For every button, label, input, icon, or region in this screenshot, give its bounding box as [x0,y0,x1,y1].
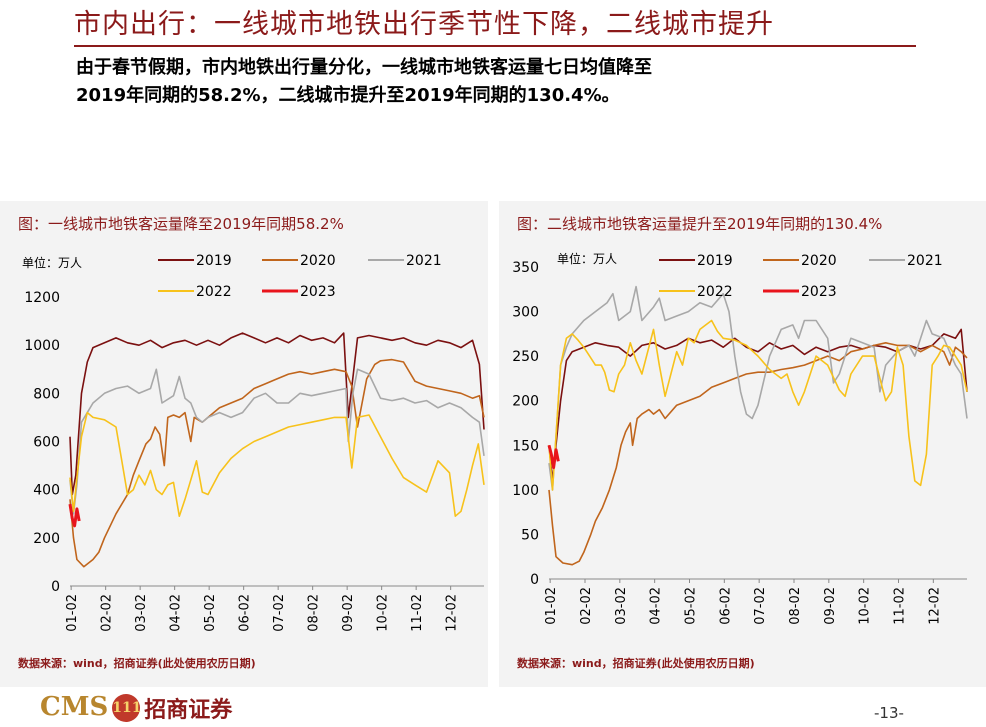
y-tick-label: 200 [512,394,539,410]
y-tick-label: 800 [33,386,60,402]
page-subtitle: 由于春节假期，市内地铁出行量分化，一线城市地铁客运量七日均值降至 2019年同期… [76,54,936,110]
chart-panel-tier1: 图：一线城市地铁客运量降至2019年同期58.2% 单位：万人 0 200 400 60… [0,201,488,687]
chart-title: 图：二线城市地铁客运量提升至2019年同期的130.4% [517,215,883,233]
chart-source: 数据来源：wind，招商证券(此处使用农历日期) [517,657,755,670]
chart-title: 图：一线城市地铁客运量降至2019年同期58.2% [18,215,344,233]
x-tick-label: 04-02 [649,587,664,625]
x-tick-label: 12-02 [927,587,942,625]
x-tick-label: 11-02 [410,594,425,632]
chart-tier1-metro: 单位：万人 0 200 400 600 800 1000 1200 01-02 02-02 03-0… [22,253,485,632]
y-tick-label: 250 [512,349,539,365]
x-tick-label: 07-02 [753,587,768,625]
logo-badge-icon: 111 [112,694,141,722]
logo-cn-text: 招商证券 [144,697,233,723]
x-tick-label: 12-02 [445,594,460,632]
y-tick-label: 150 [512,438,539,454]
y-tick-label: 0 [51,579,60,595]
x-tick-label: 10-02 [376,594,391,632]
legend-label-2020: 2020 [801,253,837,269]
x-tick-label: 08-02 [307,594,322,632]
brand-logo: CMS 111 招商证券 [40,692,232,724]
x-tick-label: 04-02 [169,594,184,632]
series-line-2021 [548,285,968,491]
subtitle-line-1: 由于春节假期，市内地铁出行量分化，一线城市地铁客运量七日均值降至 [76,57,652,78]
series-line-2020 [548,342,968,566]
series-line-2023 [68,503,81,528]
unit-label: 单位：万人 [22,255,82,270]
series-line-2022 [548,319,968,491]
y-tick-label: 1200 [24,290,60,306]
legend-label-2023: 2023 [300,284,336,300]
y-tick-label: 1000 [24,338,60,354]
y-tick-label: 600 [33,435,60,451]
legend-label-2019: 2019 [697,253,733,269]
series-line-2023 [547,444,560,470]
y-tick-label: 350 [512,260,539,276]
x-tick-label: 11-02 [892,587,907,625]
y-tick-label: 100 [512,483,539,499]
x-tick-label: 02-02 [579,587,594,625]
title-rule [74,45,916,47]
subtitle-line-2: 2019年同期的58.2%，二线城市提升至2019年同期的130.4%。 [76,85,620,106]
chart-panel-tier2: 图：二线城市地铁客运量提升至2019年同期的130.4% 单位：万人 0 50 100… [499,201,986,687]
x-tick-label: 03-02 [134,594,149,632]
x-tick-label: 01-02 [65,594,80,632]
y-tick-label: 0 [530,572,539,588]
series-line-2020 [69,358,485,568]
legend-label-2023: 2023 [801,284,837,300]
legend-label-2022: 2022 [697,284,733,300]
page-title: 市内出行：一线城市地铁出行季节性下降，二线城市提升 [74,9,774,40]
logo-text: CMS [40,692,109,722]
unit-label: 单位：万人 [557,251,617,266]
x-tick-label: 06-02 [718,587,733,625]
page-number: -13- [874,704,904,722]
y-tick-label: 50 [521,527,539,543]
series-line-2022 [69,411,485,517]
y-tick-label: 300 [512,305,539,321]
x-tick-label: 05-02 [683,587,698,625]
chart-tier2-metro: 单位：万人 0 50 100 150 200 250 300 350 01-02 02-02 03-0… [512,251,968,625]
legend-label-2019: 2019 [196,253,232,269]
x-tick-label: 10-02 [858,587,873,625]
x-tick-label: 03-02 [614,587,629,625]
legend-label-2020: 2020 [300,253,336,269]
x-tick-label: 09-02 [823,587,838,625]
x-tick-label: 05-02 [203,594,218,632]
x-tick-label: 07-02 [272,594,287,632]
y-tick-label: 400 [33,483,60,499]
y-tick-label: 200 [33,531,60,547]
legend-label-2021: 2021 [907,253,943,269]
chart-source: 数据来源：wind，招商证券(此处使用农历日期) [18,657,256,670]
x-tick-label: 01-02 [544,587,559,625]
x-tick-label: 09-02 [341,594,356,632]
x-tick-label: 08-02 [788,587,803,625]
series-line-2019 [69,332,485,496]
series-line-2021 [69,368,485,515]
x-tick-label: 02-02 [100,594,115,632]
legend-label-2021: 2021 [406,253,442,269]
legend-label-2022: 2022 [196,284,232,300]
x-tick-label: 06-02 [238,594,253,632]
